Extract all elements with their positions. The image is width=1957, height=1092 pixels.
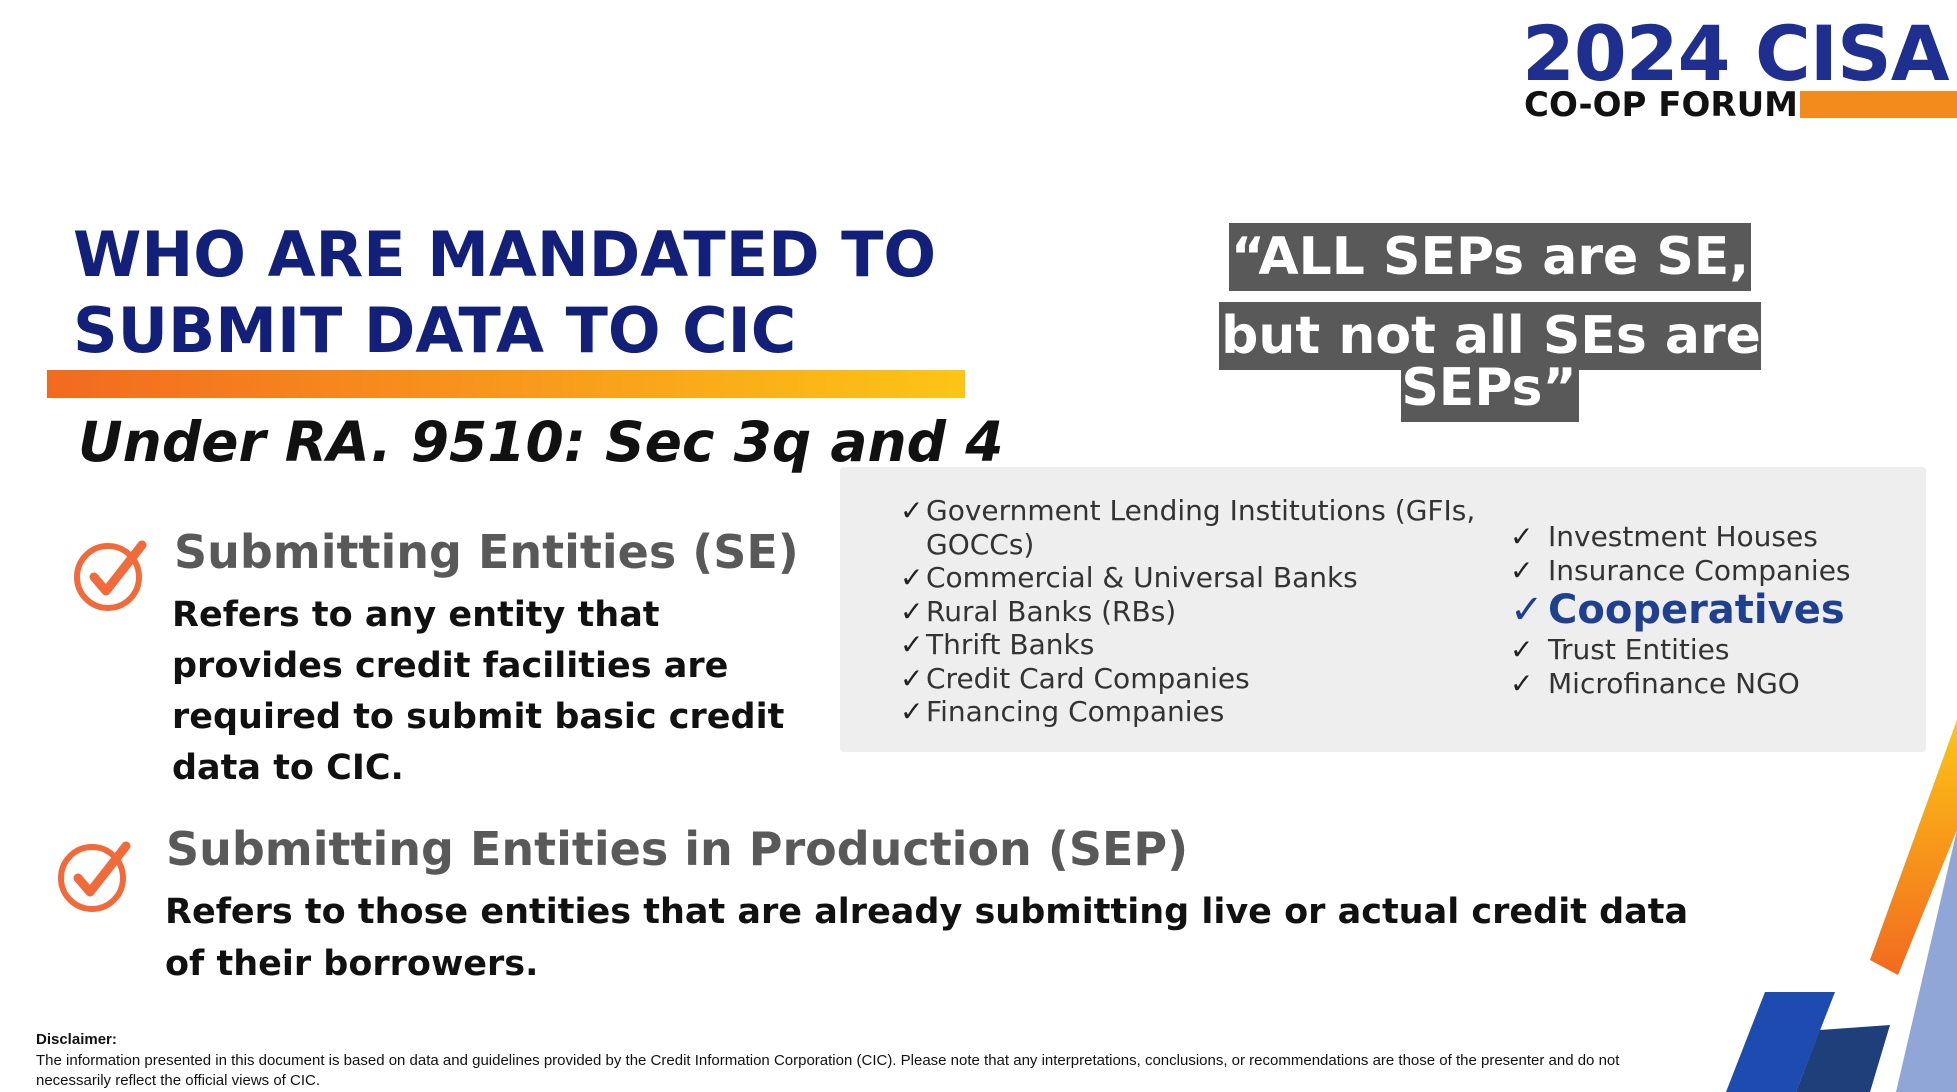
entity-list-panel xyxy=(840,467,1926,752)
entity-list-item: ✓ Credit Card Companies xyxy=(900,662,1480,696)
slide-title-line1: WHO ARE MANDATED TO xyxy=(73,218,937,291)
sep-description: Refers to those entities that are alread… xyxy=(165,892,1689,984)
checkmark-icon: ✓ xyxy=(900,561,924,594)
check-circle-icon xyxy=(58,841,131,912)
entity-name: Rural Banks (RBs) xyxy=(926,594,1177,628)
checkmark-icon: ✓ xyxy=(900,661,924,695)
se-heading: Submitting Entities (SE) xyxy=(174,525,799,579)
disclaimer-text: The information presented in this docume… xyxy=(36,1052,1620,1089)
checkmark-icon: ✓ xyxy=(1510,666,1534,700)
checkmark-icon: ✓ xyxy=(1510,520,1534,553)
entity-list-item: ✓ Insurance Companies xyxy=(1510,554,1930,588)
legal-basis-subtitle: Under RA. 9510: Sec 3q and 4 xyxy=(78,410,1004,474)
entity-name: Financing Companies xyxy=(926,695,1225,728)
entity-list-item: ✓ Trust Entities xyxy=(1510,633,1930,667)
entity-list-item: ✓ Cooperatives xyxy=(1510,587,1930,633)
entity-name: Credit Card Companies xyxy=(926,661,1250,695)
check-circle-icon xyxy=(74,540,147,611)
entity-name: Thrift Banks xyxy=(926,628,1095,661)
entity-list-item: ✓ Commercial & Universal Banks xyxy=(900,561,1480,595)
entity-list-item: ✓ Thrift Banks xyxy=(900,628,1480,662)
title-underline-bar xyxy=(47,370,965,398)
sep-heading: Submitting Entities in Production (SEP) xyxy=(166,822,1189,876)
entity-name: Trust Entities xyxy=(1548,633,1730,666)
checkmark-icon: ✓ xyxy=(900,494,924,527)
entity-name: Cooperatives xyxy=(1548,587,1845,633)
entity-name: Insurance Companies xyxy=(1548,553,1851,587)
quote-line2: but not all SEs are SEPs” xyxy=(1160,302,1820,422)
checkmark-icon: ✓ xyxy=(900,628,924,661)
quote-line1: “ALL SEPs are SE, xyxy=(1160,223,1820,291)
entity-list-right: ✓ Investment Houses ✓ Insurance Companies ✓ C… xyxy=(1510,520,1930,700)
entity-list-item: ✓ Government Lending Institutions (GFIs, … xyxy=(900,494,1480,561)
slide-title: WHO ARE MANDATED TO SUBMIT DATA TO CIC xyxy=(73,217,993,369)
entity-name: Investment Houses xyxy=(1548,520,1818,553)
entity-list-item: ✓ Investment Houses xyxy=(1510,520,1930,554)
se-description: Refers to any entity that provides credi… xyxy=(172,595,785,788)
entity-list-item: ✓ Microfinance NGO xyxy=(1510,667,1930,701)
checkmark-icon: ✓ xyxy=(900,594,924,628)
forum-logo-subtitle: CO-OP FORUM xyxy=(1524,85,1799,125)
forum-logo-title: 2024 CISA xyxy=(1522,9,1950,98)
logo-accent-bar xyxy=(1800,91,1957,118)
checkmark-icon: ✓ xyxy=(1510,633,1534,666)
slide-title-line2: SUBMIT DATA TO CIC xyxy=(73,294,797,367)
entity-list-left: ✓ Government Lending Institutions (GFIs, … xyxy=(900,494,1480,729)
entity-name: Commercial & Universal Banks xyxy=(926,561,1358,594)
disclaimer-label: Disclaimer: xyxy=(36,1031,117,1048)
entity-list-item: ✓ Financing Companies xyxy=(900,695,1480,729)
checkmark-icon: ✓ xyxy=(900,695,924,728)
checkmark-icon: ✓ xyxy=(1510,553,1534,587)
decorative-shapes xyxy=(1726,720,1957,1092)
entity-name: Government Lending Institutions (GFIs, G… xyxy=(926,494,1476,561)
checkmark-icon: ✓ xyxy=(1510,587,1544,633)
entity-name: Microfinance NGO xyxy=(1548,666,1800,700)
entity-list-item: ✓ Rural Banks (RBs) xyxy=(900,595,1480,629)
